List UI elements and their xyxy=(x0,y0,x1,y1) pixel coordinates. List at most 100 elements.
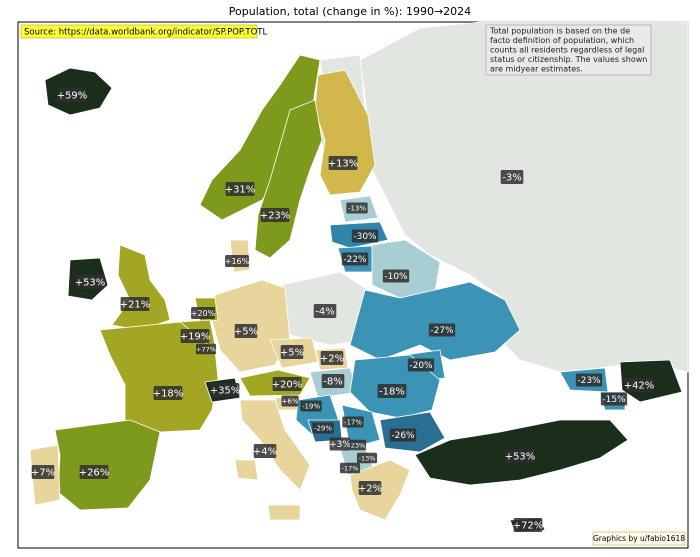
credit: Graphics by u/fabio1618 xyxy=(593,534,685,543)
label-box xyxy=(320,351,344,365)
label-box xyxy=(180,329,210,343)
region-label: +5% xyxy=(280,348,304,359)
label-box xyxy=(575,373,603,387)
label-box xyxy=(191,307,215,319)
label-box xyxy=(195,343,217,355)
region-label: -15% xyxy=(602,395,626,405)
source: Source: https://data.worldbank.org/indic… xyxy=(24,28,267,38)
region-label: +19% xyxy=(180,332,211,343)
note-line: counts all residents regardless of legal xyxy=(490,46,644,55)
region-label: +53% xyxy=(75,278,106,289)
label-box xyxy=(382,269,410,283)
region-label: -13% xyxy=(348,205,366,213)
label-box xyxy=(358,481,382,495)
label-box xyxy=(210,383,240,397)
region-label: +2% xyxy=(320,354,344,365)
label-box xyxy=(389,428,417,442)
label-box xyxy=(225,255,249,267)
label-box xyxy=(505,449,535,463)
label-box xyxy=(624,378,654,392)
region-label: +13% xyxy=(328,159,359,170)
region-label: +16% xyxy=(225,257,250,266)
label-box xyxy=(346,202,368,214)
label-box xyxy=(253,444,277,458)
region-label: +42% xyxy=(624,381,655,392)
label-box xyxy=(500,170,524,184)
label-box xyxy=(225,182,255,196)
label-box xyxy=(341,252,369,266)
region-label: -8% xyxy=(323,377,342,388)
region-label: -29% xyxy=(314,425,332,433)
region-label: -4% xyxy=(315,307,334,318)
region-label: +20% xyxy=(191,309,216,318)
label-box xyxy=(513,518,543,532)
region-label: +3% xyxy=(329,440,351,450)
label-box xyxy=(312,422,334,434)
note: Total population is based on the defacto… xyxy=(489,27,647,74)
label-box xyxy=(57,88,87,102)
title: Population, total (change in %): 1990→20… xyxy=(229,5,471,18)
label-box xyxy=(281,395,299,407)
region-label: +23% xyxy=(260,211,291,222)
label-box xyxy=(75,275,105,289)
label-box xyxy=(280,345,304,359)
region-label: +31% xyxy=(225,185,256,196)
label-box xyxy=(79,465,109,479)
region-label: 23% xyxy=(351,442,365,450)
label-box xyxy=(356,452,378,464)
label-box xyxy=(120,297,150,311)
region-label: +59% xyxy=(57,91,88,102)
label-box xyxy=(328,156,358,170)
label-box xyxy=(272,377,302,391)
label-box xyxy=(313,304,337,318)
label-box xyxy=(351,229,379,243)
note-line: Total population is based on the de xyxy=(489,27,630,36)
region-label: +20% xyxy=(272,380,303,391)
region-label: -27% xyxy=(430,326,454,336)
label-box xyxy=(600,392,628,406)
region-label: -3% xyxy=(502,173,521,184)
region-label: -22% xyxy=(343,255,367,265)
region-label: +26% xyxy=(79,468,110,479)
label-box xyxy=(377,384,407,398)
region-label: +35% xyxy=(210,386,241,397)
label-box xyxy=(31,465,55,479)
region-label: +77% xyxy=(196,346,216,354)
region-label: +72% xyxy=(513,521,544,532)
label-box xyxy=(321,374,345,388)
region-label: +6% xyxy=(282,398,299,406)
region-label: +2% xyxy=(358,484,382,495)
label-box xyxy=(407,358,435,372)
label-box xyxy=(428,323,456,337)
region-label: -17% xyxy=(344,419,362,427)
region-label: -30% xyxy=(353,232,377,242)
label-box xyxy=(329,437,351,451)
region-label: +4% xyxy=(253,447,277,458)
region-label: -18% xyxy=(379,387,405,398)
label-box xyxy=(300,400,322,412)
labels: +59% +53% +21% +31% +23% +13% -3% -13% -30% -22% -… xyxy=(31,88,654,532)
region-label: -23% xyxy=(577,376,601,386)
region-label: +5% xyxy=(234,327,258,338)
region-label: -13% xyxy=(359,455,376,463)
region-label: +21% xyxy=(120,300,151,311)
region-label: -19% xyxy=(302,403,320,411)
region-label: -10% xyxy=(384,272,408,282)
note-box xyxy=(485,24,652,76)
region-label: -17% xyxy=(342,465,359,473)
credit-box xyxy=(592,531,686,546)
region-label: -26% xyxy=(391,431,415,441)
region-label: +53% xyxy=(505,452,536,463)
label-box xyxy=(342,416,364,428)
label-box xyxy=(339,462,361,474)
label-box xyxy=(260,208,290,222)
label-box xyxy=(234,324,258,338)
source-box xyxy=(20,24,258,39)
note-line: status or citizenship. The values shown xyxy=(490,55,647,64)
region-label: +18% xyxy=(153,389,184,400)
label-box xyxy=(349,439,367,451)
region-label: +7% xyxy=(31,468,55,479)
note-line: facto definition of population, which xyxy=(490,36,634,45)
land xyxy=(29,21,689,533)
